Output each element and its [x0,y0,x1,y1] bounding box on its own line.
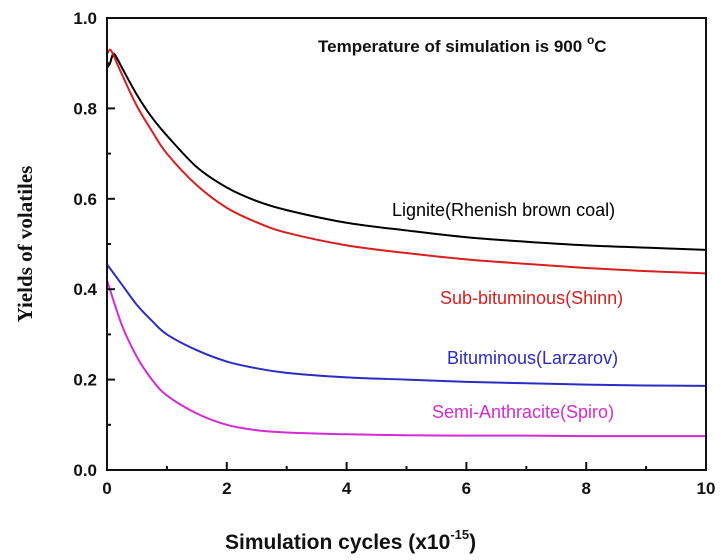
y-tick-label: 0.8 [73,99,97,118]
y-tick-label: 0.4 [73,280,97,299]
x-tick-label: 4 [342,479,352,498]
series-label-semi-anthracite: Semi-Anthracite(Spiro) [432,402,614,422]
series-label-sub-bituminous: Sub-bituminous(Shinn) [440,288,623,308]
series-label-lignite: Lignite(Rhenish brown coal) [392,200,615,220]
temperature-annotation: Temperature of simulation is 900 oC [318,33,607,56]
y-tick-label: 0.0 [73,461,97,480]
series-layer [106,48,707,438]
y-axis-title: Yields of volatiles [13,166,37,323]
series-line-3 [106,279,706,438]
x-axis-title: Simulation cycles (x10-15) [225,527,476,554]
y-tick-label: 1.0 [73,9,97,28]
x-tick-label: 8 [581,479,590,498]
series-label-bituminous: Bituminous(Larzarov) [447,348,618,368]
series-line-0 [106,52,707,251]
x-tick-label: 0 [102,479,111,498]
x-tick-label: 10 [697,479,716,498]
x-tick-label: 2 [222,479,231,498]
plot-frame [106,17,707,471]
tick-layer: 0 2 4 6 8 10 0.0 0.2 0.4 0.6 0.8 1.0 [73,9,715,498]
y-tick-label: 0.2 [73,371,97,390]
series-line-1 [106,48,707,275]
y-tick-label: 0.6 [73,190,97,209]
x-tick-label: 6 [462,479,471,498]
series-line-2 [106,263,707,387]
